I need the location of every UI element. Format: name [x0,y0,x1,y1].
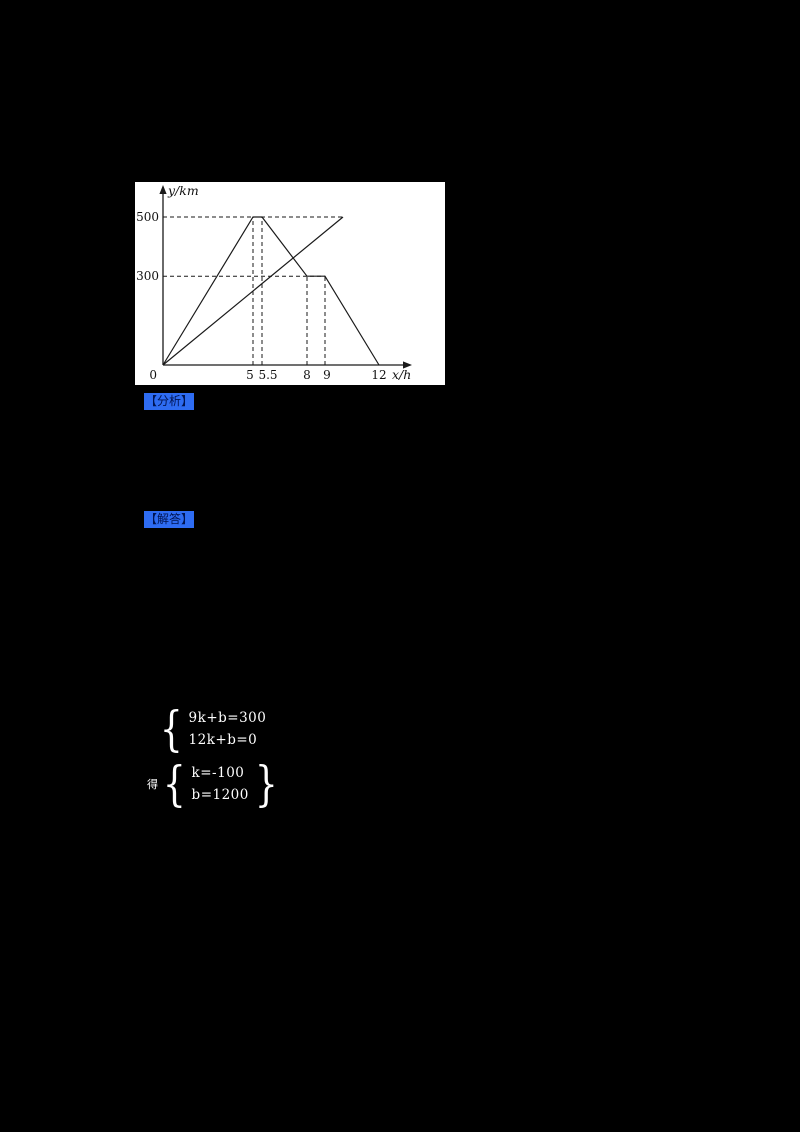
x-axis-arrow [403,361,412,369]
y-axis-title: y/km [167,183,199,198]
x-tick-label: 5.5 [258,368,277,382]
right-brace: } [254,756,278,812]
y-axis-arrow [159,185,167,194]
series-fast-vehicle [162,216,380,366]
equation-lines: k=-100 b=1200 [192,762,249,806]
x-tick-label: 12 [371,368,386,382]
y-tick-label: 300 [136,269,159,283]
solution-label: 【解答】 [144,511,195,528]
equation-system-1: { 9k+b=300 12k+b=0 [156,705,268,753]
x-tick-label: 5 [246,368,254,382]
left-brace: { [159,701,183,757]
x-axis-title: x/h [392,367,411,382]
left-brace: { [162,756,186,812]
x-tick-label: 9 [323,368,331,382]
equation-line: k=-100 [191,765,245,781]
y-tick-label: 500 [136,210,159,224]
series-slow-vehicle [162,216,344,366]
equation-lines: 9k+b=300 12k+b=0 [189,707,267,751]
origin-label: 0 [149,368,157,382]
function-graph-panel: 5 5.5 8 9 12 500 300 0 y/km x/h [135,182,445,385]
equation-line: 12k+b=0 [188,732,258,748]
equation-line: b=1200 [191,787,249,803]
analysis-label: 【分析】 [144,393,195,410]
distance-time-graph: 5 5.5 8 9 12 500 300 0 y/km x/h [136,183,412,382]
solve-prefix-text: 得 [147,778,158,791]
equation-system-2: 得 { k=-100 b=1200 } [147,760,281,808]
x-tick-label: 8 [303,368,311,382]
equation-line: 9k+b=300 [188,710,267,726]
